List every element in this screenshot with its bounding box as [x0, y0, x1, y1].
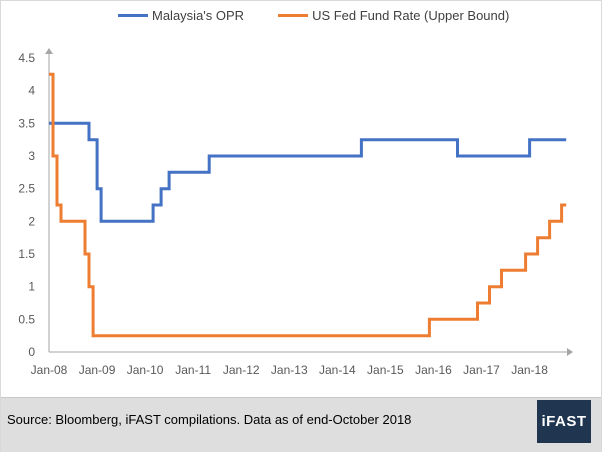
y-tick-label: 0 [28, 345, 35, 359]
ifast-logo: iFAST [537, 400, 591, 443]
x-tick-label: Jan-11 [175, 363, 211, 377]
x-tick-label: Jan-18 [511, 363, 548, 377]
y-axis-arrow [45, 48, 53, 54]
x-tick-label: Jan-12 [223, 363, 260, 377]
legend-label-malaysia-opr: Malaysia's OPR [152, 8, 245, 23]
x-tick-label: Jan-16 [415, 363, 452, 377]
source-note: Source: Bloomberg, iFAST compilations. D… [7, 412, 412, 427]
x-axis-arrow [567, 348, 573, 356]
y-tick-label: 3 [28, 149, 35, 163]
y-tick-label: 1 [28, 280, 35, 294]
x-tick-label: Jan-08 [31, 363, 68, 377]
y-tick-label: 2.5 [18, 182, 35, 196]
x-tick-label: Jan-10 [127, 363, 164, 377]
y-tick-label: 0.5 [18, 312, 35, 326]
y-tick-label: 2 [28, 214, 35, 228]
x-tick-label: Jan-13 [271, 363, 308, 377]
x-tick-label: Jan-17 [463, 363, 500, 377]
x-tick-label: Jan-15 [367, 363, 404, 377]
chart-axes: 0 0.5 1 1.5 2 2.5 3 3.5 4 4.5 Jan-08 Jan-09 Jan-10 Ja… [18, 48, 573, 377]
y-tick-label: 4 [28, 84, 35, 98]
legend-swatch-us-fed-rate [278, 14, 309, 17]
legend-item-us-fed-rate: US Fed Fund Rate (Upper Bound) [278, 8, 509, 23]
x-tick-label: Jan-09 [79, 363, 116, 377]
series-line-malaysia-opr [49, 121, 567, 223]
x-tick-label: Jan-14 [319, 363, 356, 377]
legend-swatch-malaysia-opr [118, 14, 148, 17]
logo-text: iFAST [541, 413, 587, 430]
y-tick-label: 1.5 [18, 247, 35, 261]
legend-item-malaysia-opr: Malaysia's OPR [118, 8, 244, 23]
line-chart: 0 0.5 1 1.5 2 2.5 3 3.5 4 4.5 Jan-08 Jan-09 Jan-10 Ja… [18, 48, 573, 377]
y-tick-label: 4.5 [18, 51, 35, 65]
chart-legend: Malaysia's OPR US Fed Fund Rate (Upper B… [118, 8, 543, 23]
legend-label-us-fed-rate: US Fed Fund Rate (Upper Bound) [312, 8, 510, 23]
y-tick-label: 3.5 [18, 116, 35, 130]
footer-bar: Source: Bloomberg, iFAST compilations. D… [1, 397, 601, 452]
series-line-us-fed-rate [49, 72, 567, 338]
chart-series [49, 72, 567, 338]
